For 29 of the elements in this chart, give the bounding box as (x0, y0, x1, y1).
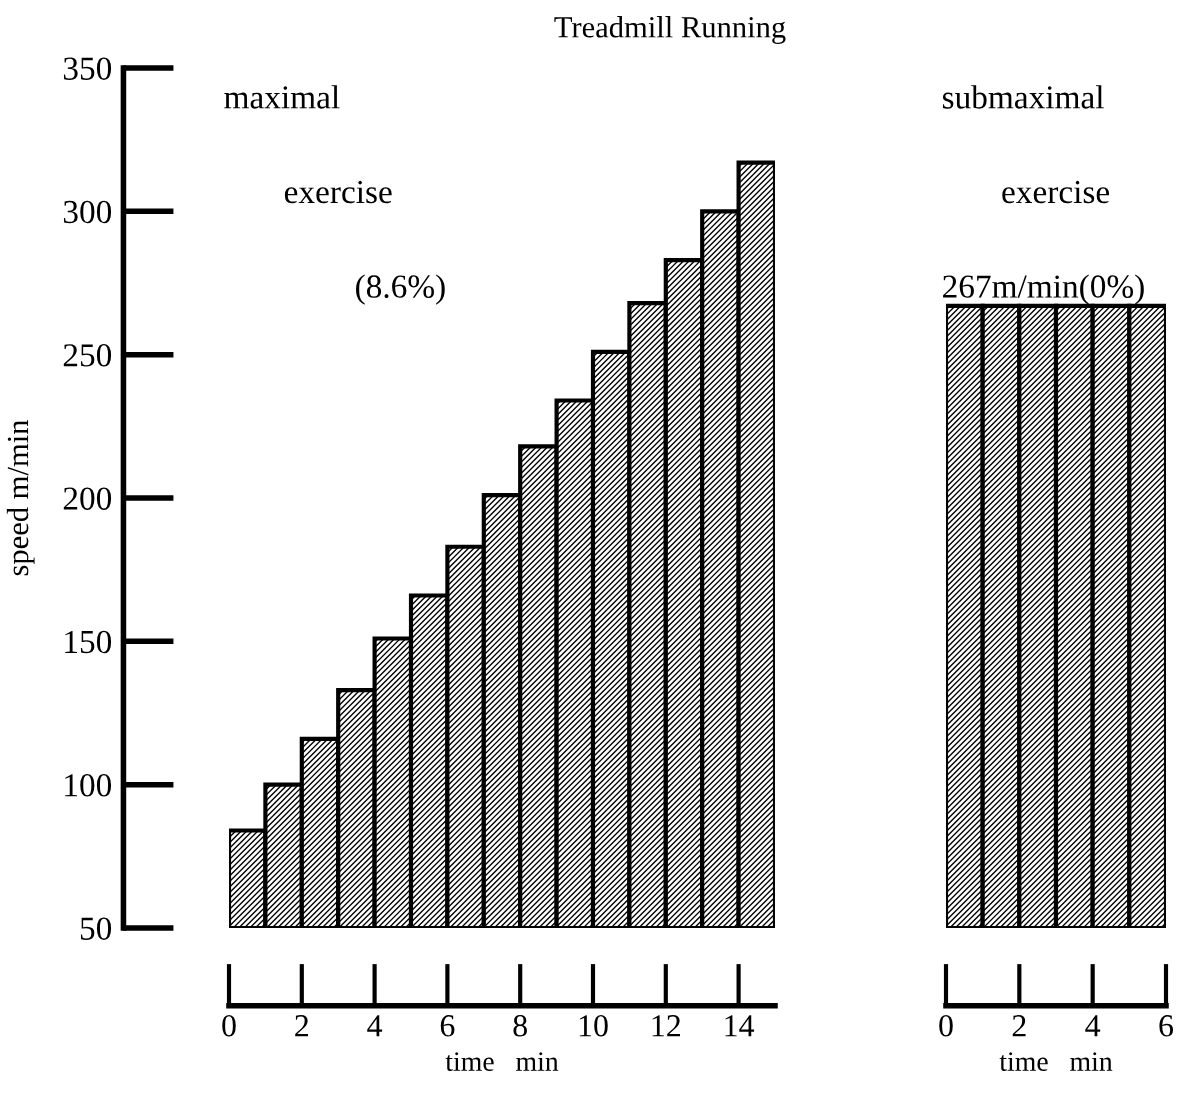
annotation: (8.6%) (356, 274, 445, 305)
x-tick-label: 0 (222, 1015, 236, 1037)
y-tick-label: 150 (65, 630, 112, 654)
y-tick-label: 350 (63, 57, 112, 80)
annotation: submaximal (942, 85, 1104, 109)
x-tick-label: 6 (440, 1015, 455, 1037)
x-tick-label: 10 (579, 1015, 608, 1037)
x-tick-label: 12 (652, 1015, 681, 1037)
y-tick-label: 50 (80, 917, 112, 940)
x-tick-label: 2 (295, 1015, 309, 1037)
x-tick-label: 14 (725, 1015, 755, 1037)
x-axis-title: time min (999, 1052, 1113, 1071)
y-tick-label: 200 (63, 487, 112, 510)
x-tick-label: 0 (939, 1015, 953, 1037)
x-tick-label: 8 (513, 1015, 527, 1037)
annotation: maximal (224, 85, 340, 109)
chart-title: Treadmill Running (554, 16, 786, 44)
annotation: exercise (1002, 180, 1110, 204)
x-tick-label: 4 (1085, 1015, 1101, 1037)
x-tick-label: 2 (1012, 1015, 1026, 1037)
y-tick-label: 300 (63, 200, 112, 224)
y-tick-label: 250 (63, 344, 112, 367)
annotation: exercise (284, 180, 392, 204)
y-tick-label: 100 (65, 774, 112, 797)
x-axis-title: time min (445, 1052, 559, 1071)
x-tick-label: 6 (1159, 1015, 1174, 1037)
y-axis-title: speed m/min (6, 419, 35, 576)
x-tick-label: 4 (367, 1015, 383, 1037)
annotation: 267m/min(0%) (943, 274, 1144, 305)
